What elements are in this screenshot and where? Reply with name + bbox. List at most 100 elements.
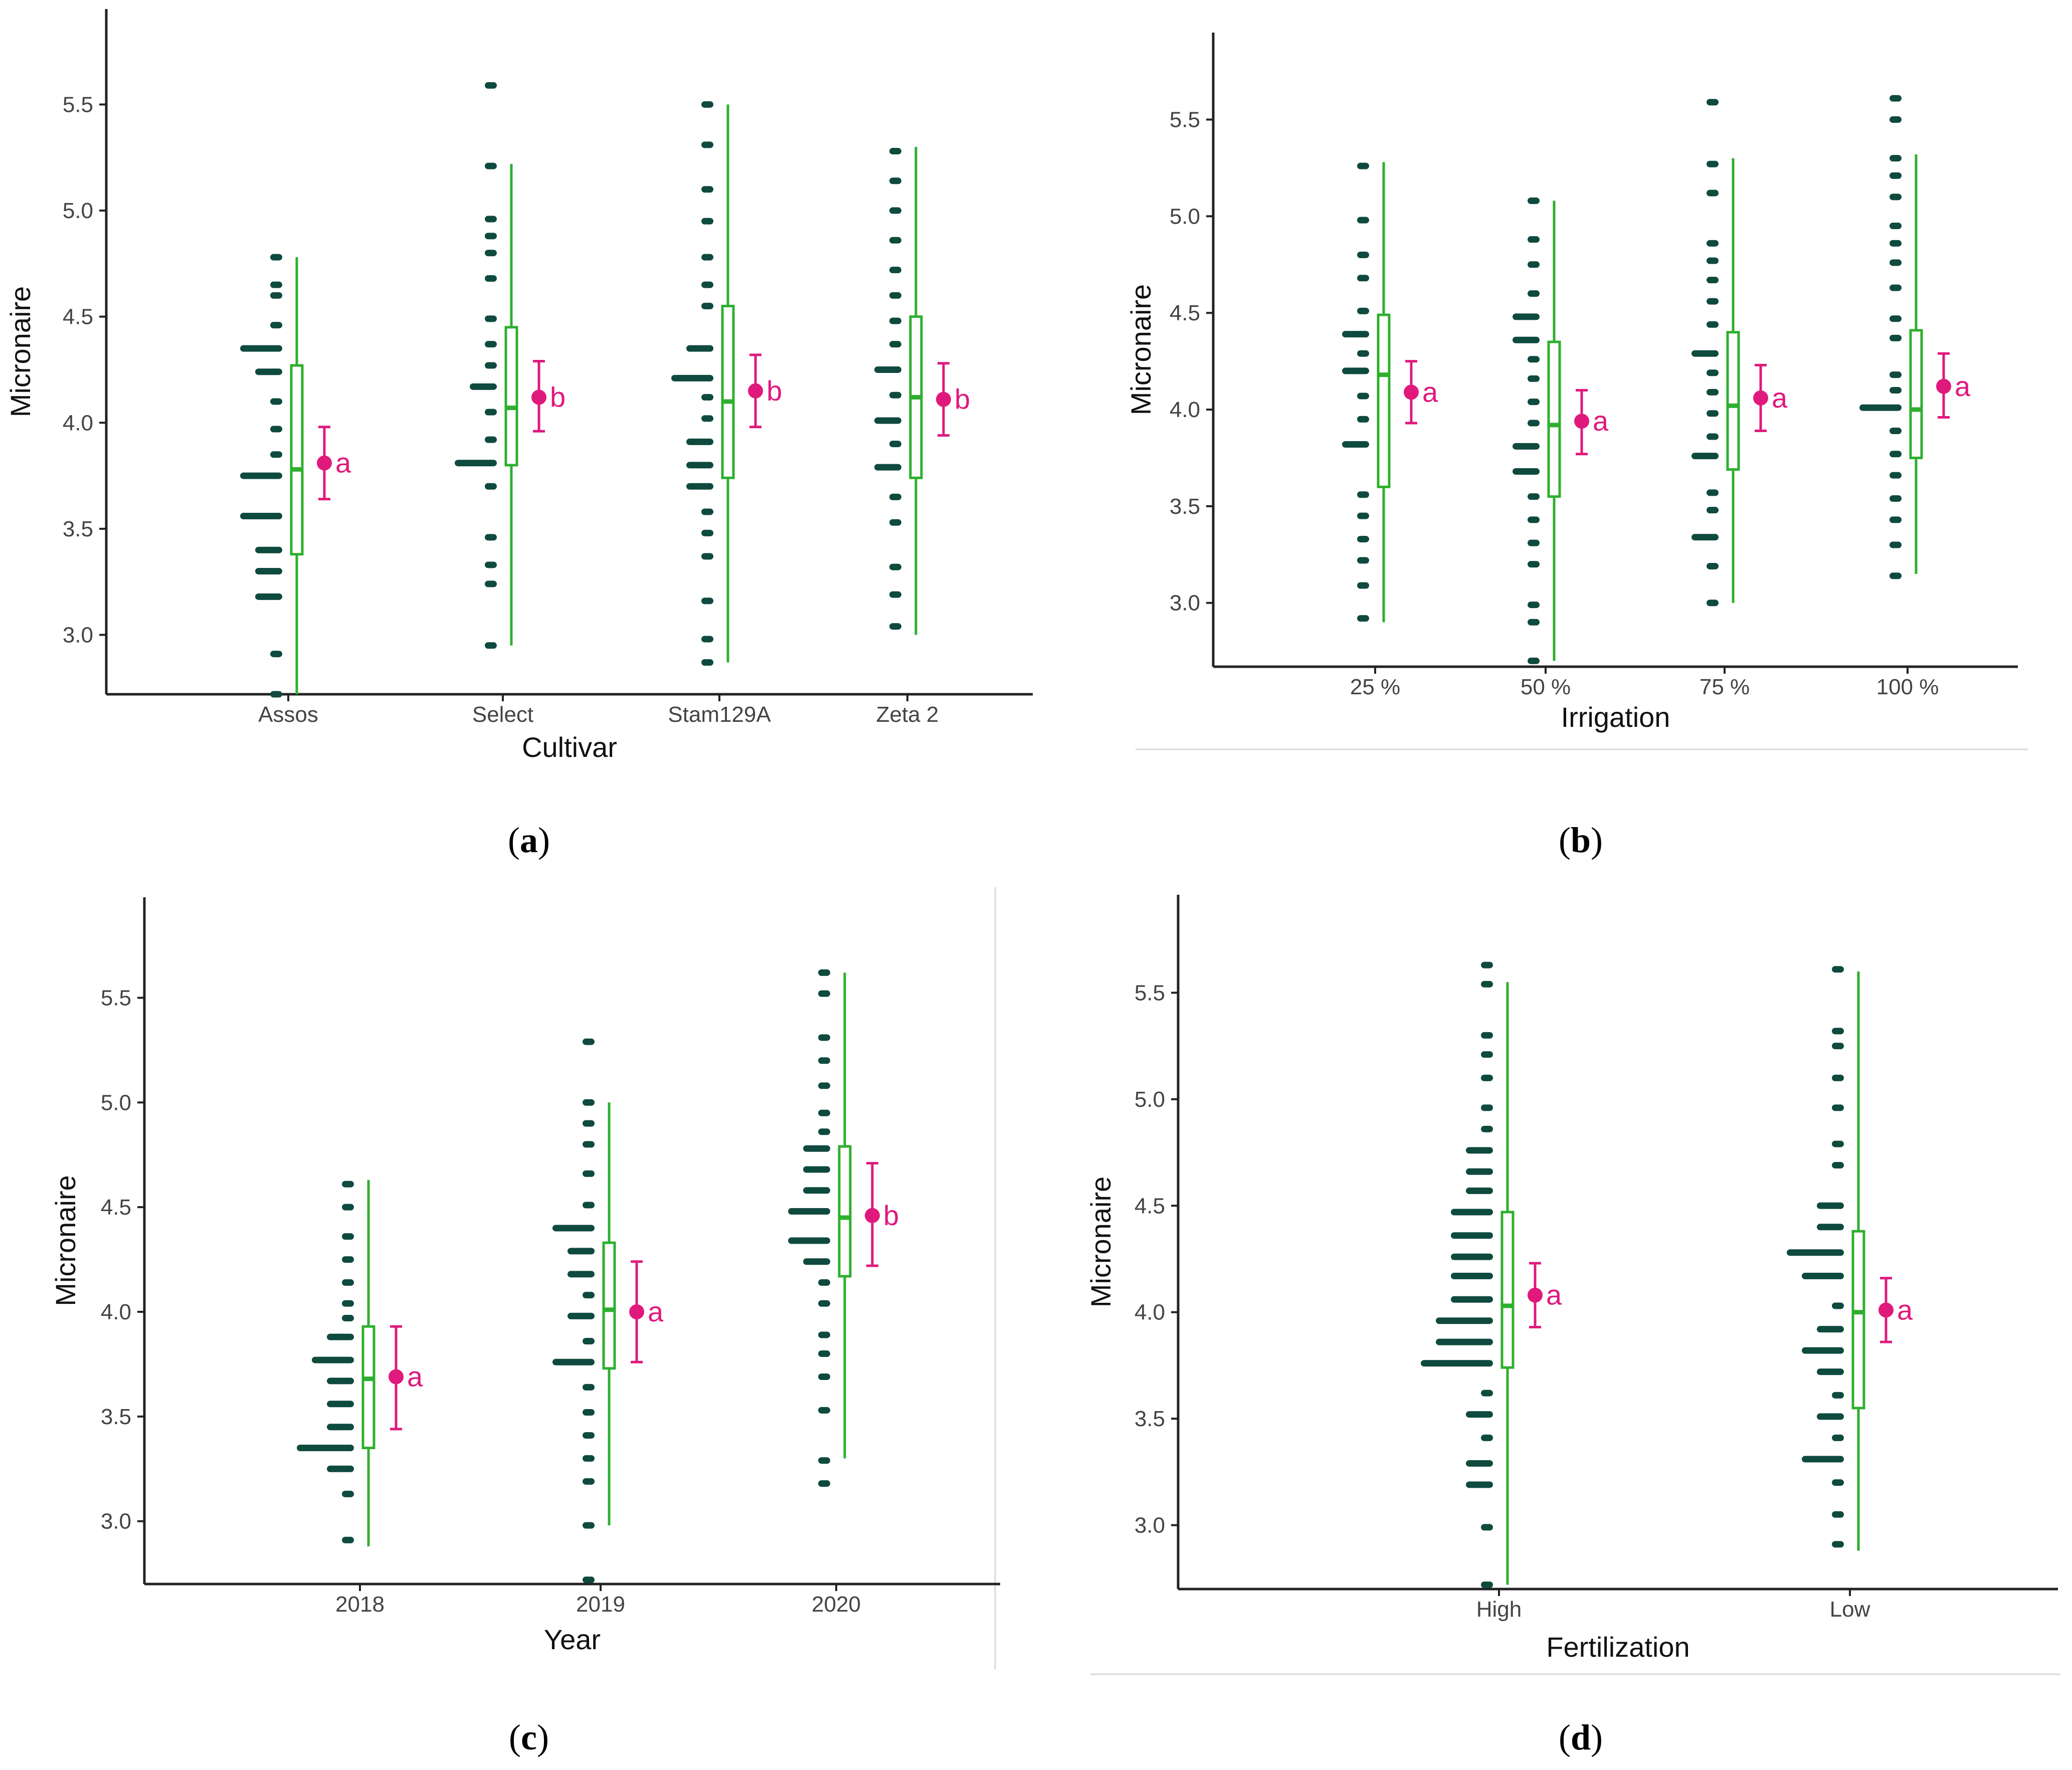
- dot-stack-a-2-17: [701, 186, 713, 193]
- dot-stack-a-2-11: [671, 374, 713, 381]
- dot-stack-c-0-5: [327, 1401, 354, 1408]
- dot-stack-b-0-8: [1357, 392, 1369, 400]
- dot-stack-a-2-12: [686, 345, 713, 352]
- dot-stack-c-0-8: [327, 1333, 354, 1340]
- dot-stack-b-2-8: [1707, 388, 1719, 396]
- dot-stack-b-3-16: [1890, 193, 1902, 201]
- dot-stack-a-2-19: [701, 101, 713, 108]
- dot-stack-c-2-5: [818, 1331, 830, 1338]
- dot-stack-b-2-3: [1707, 507, 1719, 514]
- y-axis-label-c: Micronaire: [50, 1175, 81, 1306]
- dot-stack-a-1-9: [485, 362, 497, 369]
- significance-letter-d-1: a: [1897, 1294, 1913, 1325]
- dot-stack-a-3-8: [889, 391, 901, 399]
- dot-stack-c-1-2: [583, 1478, 595, 1485]
- x-tick-label-b-3: 100 %: [1876, 675, 1939, 699]
- dot-stack-b-2-17: [1707, 160, 1719, 167]
- dot-stack-b-1-3: [1528, 561, 1540, 568]
- dot-stack-d-1-20: [1832, 1028, 1844, 1035]
- dot-stack-c-0-7: [312, 1356, 354, 1363]
- x-tick-label-c-1: 2019: [576, 1592, 625, 1617]
- dot-stack-b-2-10: [1691, 350, 1719, 357]
- y-tick-label-a-5: 5.5: [63, 92, 93, 117]
- dot-stack-a-0-11: [240, 345, 282, 352]
- dot-stack-c-0-13: [342, 1233, 354, 1240]
- dot-stack-c-0-12: [342, 1256, 354, 1263]
- y-tick-label-c-1: 3.5: [101, 1405, 131, 1429]
- dot-stack-c-1-17: [583, 1120, 595, 1127]
- dot-stack-c-0-10: [342, 1300, 354, 1307]
- dot-stack-c-0-6: [327, 1378, 354, 1385]
- x-tick-label-b-0: 25 %: [1350, 675, 1400, 699]
- caption-d-letter: d: [1570, 1717, 1591, 1757]
- x-tick-label-c-0: 2018: [335, 1592, 385, 1617]
- dot-stack-d-1-13: [1817, 1224, 1844, 1231]
- dot-stack-c-2-18: [818, 1034, 830, 1041]
- dot-stack-b-0-9: [1342, 367, 1369, 374]
- dot-stack-d-1-5: [1817, 1413, 1844, 1420]
- panel-b: 3.0 3.5 4.0 4.5 5.0 5.5 Micronaire Irrigation 25…: [1125, 33, 2018, 733]
- dot-stack-a-0-13: [270, 292, 282, 299]
- dot-stack-a-1-5: [455, 460, 497, 467]
- box-b-0: [1377, 313, 1391, 488]
- dot-stack-a-2-2: [701, 598, 713, 605]
- dot-stack-b-2-16: [1707, 189, 1719, 196]
- dot-stack-b-3-1: [1890, 541, 1902, 548]
- box-d-1: [1851, 1230, 1865, 1410]
- dot-stack-c-2-20: [818, 969, 830, 976]
- dot-stack-b-0-4: [1357, 512, 1369, 519]
- dot-stack-a-3-3: [889, 519, 901, 526]
- dot-stack-b-1-7: [1513, 468, 1540, 475]
- dot-stack-a-3-12: [889, 292, 901, 299]
- x-axis-label-c: Year: [544, 1624, 601, 1655]
- dot-stack-d-1-11: [1802, 1272, 1844, 1279]
- dot-stack-b-3-4: [1890, 472, 1902, 479]
- dot-stack-b-3-8: [1890, 386, 1902, 394]
- dot-stack-a-3-5: [874, 464, 901, 471]
- mean-point-b-0: [1404, 384, 1419, 400]
- dot-stack-d-0-6: [1481, 1390, 1493, 1397]
- dot-stack-b-3-14: [1890, 240, 1902, 247]
- dot-stack-a-2-1: [701, 636, 713, 643]
- caption-c-open: (: [509, 1717, 521, 1757]
- x-axis-label-a: Cultivar: [522, 731, 617, 763]
- dot-stack-c-1-15: [583, 1170, 595, 1177]
- dot-stack-a-1-15: [485, 216, 497, 223]
- dot-stack-c-1-19: [583, 1038, 595, 1045]
- box-a-1: [504, 326, 518, 467]
- dot-stack-b-1-15: [1528, 290, 1540, 297]
- dot-stack-a-2-9: [701, 415, 713, 422]
- x-tick-label-d-0: High: [1476, 1597, 1522, 1622]
- dot-stack-a-1-3: [485, 534, 497, 541]
- dot-stack-a-1-1: [485, 580, 497, 587]
- dot-stack-d-1-19: [1832, 1043, 1844, 1050]
- significance-letter-b-1: a: [1593, 405, 1609, 437]
- dot-stack-d-1-6: [1832, 1392, 1844, 1399]
- y-tick-label-a-1: 3.5: [63, 517, 93, 541]
- dot-stack-c-2-12: [803, 1166, 830, 1173]
- significance-letter-a-2: b: [767, 375, 782, 407]
- dot-stack-c-1-4: [583, 1432, 595, 1439]
- dot-stack-b-2-14: [1707, 257, 1719, 264]
- caption-b-close: ): [1591, 820, 1603, 860]
- dot-stack-b-1-17: [1528, 236, 1540, 243]
- dot-stack-b-3-0: [1890, 572, 1902, 579]
- dot-stack-d-0-21: [1481, 1051, 1493, 1058]
- y-tick-label-b-0: 3.0: [1170, 591, 1200, 616]
- dot-stack-d-0-22: [1481, 1032, 1493, 1039]
- dot-stack-d-0-12: [1451, 1253, 1493, 1260]
- dot-stack-c-1-9: [568, 1312, 595, 1319]
- caption-a-open: (: [508, 820, 520, 860]
- dot-stack-c-0-2: [327, 1465, 354, 1472]
- dot-stack-b-1-8: [1513, 443, 1540, 450]
- caption-d-close: ): [1591, 1717, 1603, 1757]
- dot-stack-d-1-21: [1832, 966, 1844, 973]
- dot-stack-d-1-8: [1802, 1347, 1844, 1354]
- dot-stack-b-3-9: [1890, 371, 1902, 378]
- dot-stack-c-1-8: [583, 1337, 595, 1344]
- dot-stack-b-2-7: [1707, 410, 1719, 417]
- panel-a: 3.0 3.5 4.0 4.5 5.0 5.5 Micronaire Cultivar Asso…: [5, 9, 1033, 763]
- dot-stack-b-0-12: [1357, 307, 1369, 314]
- mean-point-a-3: [936, 391, 951, 407]
- x-tick-label-b-2: 75 %: [1700, 675, 1750, 699]
